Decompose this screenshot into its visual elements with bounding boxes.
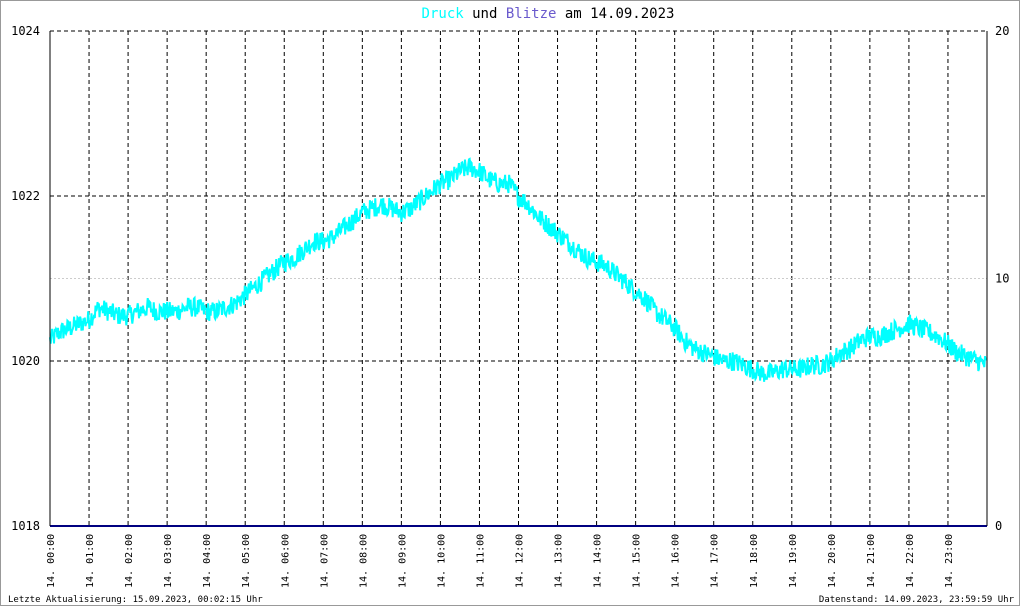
axis-layer xyxy=(49,31,988,526)
x-tick-label: 14. 11:00 xyxy=(475,534,486,588)
x-tick-label: 14. 06:00 xyxy=(280,534,291,588)
footer-data-status: Datenstand: 14.09.2023, 23:59:59 Uhr xyxy=(819,595,1015,605)
x-tick-label: 14. 14:00 xyxy=(593,534,604,588)
series-layer xyxy=(49,157,988,527)
x-tick-label: 14. 18:00 xyxy=(749,534,760,588)
title-blitze: Blitze xyxy=(506,6,557,22)
x-tick-label: 14. 01:00 xyxy=(85,534,96,588)
series-druck-line xyxy=(49,157,988,383)
y-right-tick-label: 20 xyxy=(995,24,1009,38)
x-tick-label: 14. 10:00 xyxy=(436,534,447,588)
x-tick-label: 14. 23:00 xyxy=(944,534,955,588)
title-und: und xyxy=(464,6,506,22)
x-tick-label: 14. 21:00 xyxy=(866,534,877,588)
x-tick-label: 14. 22:00 xyxy=(905,534,916,588)
title-druck: Druck xyxy=(422,6,465,22)
x-tick-label: 14. 00:00 xyxy=(46,534,57,588)
title-date: am 14.09.2023 xyxy=(556,6,674,22)
footer-last-update: Letzte Aktualisierung: 15.09.2023, 00:02… xyxy=(8,595,263,605)
y-left-tick-label: 1024 xyxy=(11,24,40,38)
x-tick-label: 14. 07:00 xyxy=(319,534,330,588)
x-tick-label: 14. 02:00 xyxy=(124,534,135,588)
y-right-tick-label: 10 xyxy=(995,272,1009,286)
x-tick-label: 14. 16:00 xyxy=(671,534,682,588)
x-tick-label: 14. 15:00 xyxy=(632,534,643,588)
x-tick-label: 14. 19:00 xyxy=(788,534,799,588)
y-left-tick-label: 1018 xyxy=(11,519,40,533)
y-right-tick-label: 0 xyxy=(995,519,1002,533)
x-tick-label: 14. 13:00 xyxy=(554,534,565,588)
x-tick-label: 14. 17:00 xyxy=(710,534,721,588)
y-left-tick-label: 1020 xyxy=(11,354,40,368)
y-left-tick-label: 1022 xyxy=(11,189,40,203)
x-tick-label: 14. 09:00 xyxy=(397,534,408,588)
chart-title: Druck und Blitze am 14.09.2023 xyxy=(422,6,675,22)
x-tick-label: 14. 12:00 xyxy=(515,534,526,588)
x-tick-label: 14. 20:00 xyxy=(827,534,838,588)
x-tick-label: 14. 08:00 xyxy=(358,534,369,588)
x-tick-label: 14. 03:00 xyxy=(163,534,174,588)
x-tick-label: 14. 04:00 xyxy=(202,534,213,588)
x-tick-label: 14. 05:00 xyxy=(241,534,252,588)
